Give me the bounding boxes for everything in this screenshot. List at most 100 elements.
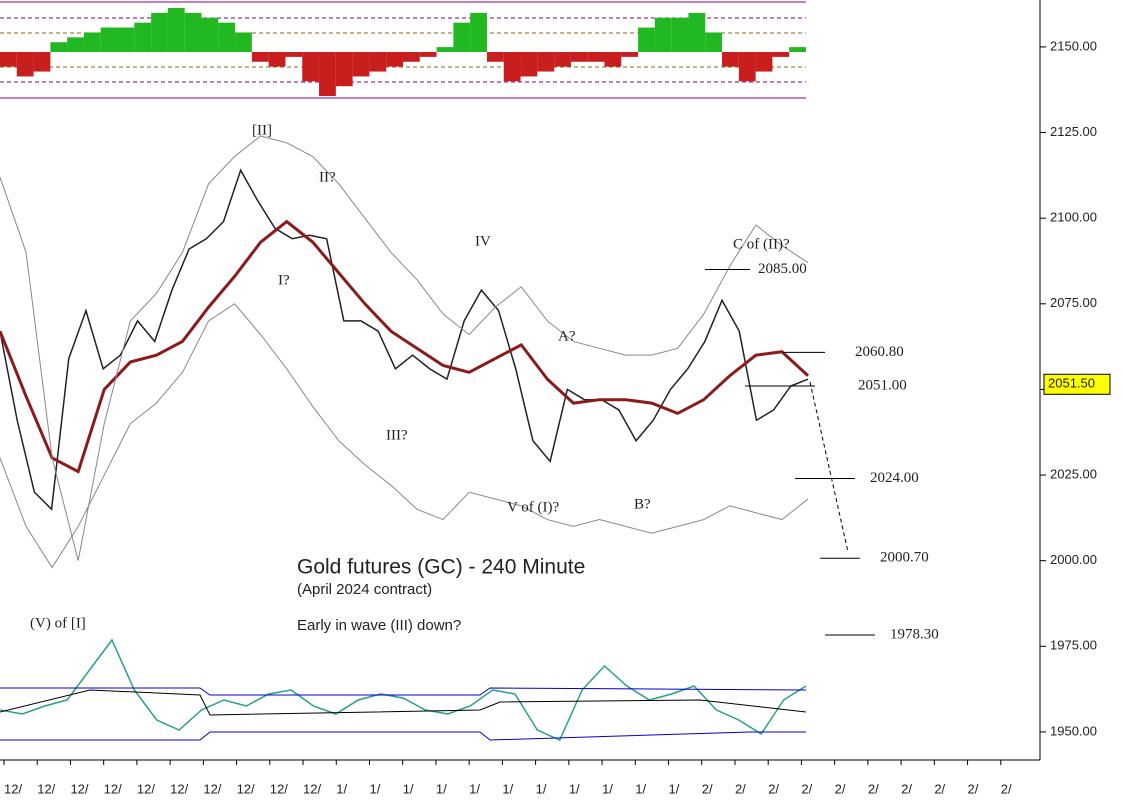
x-tick-label: 12/ [70, 781, 88, 796]
x-tick-label: 1/ [569, 781, 580, 796]
osc2-band [0, 731, 806, 741]
wave-label: A? [558, 328, 576, 344]
osc-bar [755, 52, 773, 72]
osc-bar [470, 12, 487, 52]
osc-bar [83, 32, 101, 52]
wave-label: [II] [252, 122, 272, 138]
x-tick-label: 1/ [602, 781, 613, 796]
osc-bar [335, 52, 353, 87]
x-tick-label: 1/ [403, 781, 414, 796]
osc-bar [503, 52, 521, 82]
osc-bar [369, 52, 387, 72]
osc-bar [638, 27, 655, 52]
x-tick-label: 12/ [4, 781, 22, 796]
osc-bar [16, 52, 34, 77]
osc-bar [671, 17, 689, 52]
osc-bar [520, 52, 538, 77]
x-tick-label: 1/ [635, 781, 646, 796]
x-tick-label: 2/ [801, 781, 812, 796]
subtitle: (April 2024 contract) [297, 581, 432, 598]
y-tick-label: 1950.00 [1050, 723, 1097, 738]
y-tick-label: 2025.00 [1050, 466, 1097, 481]
wave-label: II? [319, 169, 336, 185]
osc-bar [268, 52, 286, 67]
x-tick-label: 2/ [768, 781, 779, 796]
x-tick-label: 1/ [336, 781, 347, 796]
wave-label: I? [278, 272, 290, 288]
osc-bar [604, 52, 622, 67]
osc-bar [722, 52, 739, 67]
osc2-mid [0, 689, 807, 716]
x-tick-label: 12/ [37, 781, 55, 796]
wave-label: III? [386, 427, 408, 443]
osc-bar [251, 52, 269, 62]
osc-bar [201, 17, 219, 52]
x-tick-label: 12/ [104, 781, 122, 796]
x-tick-label: 1/ [502, 781, 513, 796]
osc-bar [789, 47, 806, 52]
x-tick-label: 12/ [170, 781, 188, 796]
osc-bar [570, 52, 588, 62]
osc-bar [285, 52, 303, 57]
osc-bar [319, 52, 336, 96]
x-tick-label: 1/ [469, 781, 480, 796]
wave-label: B? [634, 496, 651, 512]
x-tick-label: 12/ [203, 781, 221, 796]
osc-bar [134, 22, 152, 52]
x-tick-label: 1/ [369, 781, 380, 796]
wave-label: (V) of [I] [30, 615, 86, 631]
osc-bar [436, 47, 454, 52]
osc-bar [100, 27, 118, 52]
osc-bar [486, 52, 504, 62]
price-line [0, 168, 809, 511]
osc-bar [117, 27, 135, 52]
x-tick-label: 2/ [934, 781, 945, 796]
price-line [0, 303, 809, 569]
osc-bar [151, 12, 168, 52]
x-tick-label: 1/ [669, 781, 680, 796]
osc-bar [453, 22, 471, 52]
osc2-band [0, 687, 807, 696]
x-tick-label: 12/ [303, 781, 321, 796]
level-label: 2000.70 [880, 550, 929, 566]
x-tick-label: 1/ [436, 781, 447, 796]
y-tick-label: 2100.00 [1050, 210, 1097, 225]
y-tick-label: 2125.00 [1050, 124, 1097, 139]
osc-bar [218, 22, 236, 52]
osc-bar [302, 52, 320, 82]
osc-bar [554, 52, 571, 67]
osc-bar [167, 8, 185, 52]
osc-bar [184, 12, 202, 52]
y-tick-label: 2000.00 [1050, 552, 1097, 567]
osc-bar [419, 52, 437, 57]
osc2-line [0, 638, 807, 741]
x-tick-label: 2/ [968, 781, 979, 796]
x-tick-label: 2/ [735, 781, 746, 796]
osc-bar [587, 52, 605, 62]
x-tick-label: 2/ [702, 781, 713, 796]
x-tick-label: 2/ [868, 781, 879, 796]
y-tick-label: 2150.00 [1050, 38, 1097, 53]
osc-bar [67, 37, 84, 52]
level-label: 1978.30 [890, 626, 939, 642]
osc-bar [0, 52, 17, 67]
osc-bar [705, 32, 723, 52]
level-label: 2085.00 [758, 261, 807, 277]
osc-bar [688, 12, 706, 52]
osc-bar [235, 32, 252, 52]
level-label: 2024.00 [870, 470, 919, 486]
osc-bar [33, 52, 51, 72]
osc-bar [50, 42, 68, 52]
osc-bar [386, 52, 403, 67]
title: Gold futures (GC) - 240 Minute [297, 556, 585, 579]
wave-label: V of (I)? [507, 499, 560, 515]
y-tick-label: 1975.00 [1050, 638, 1097, 653]
x-tick-label: 1/ [536, 781, 547, 796]
x-tick-label: 2/ [1001, 781, 1012, 796]
x-tick-label: 12/ [237, 781, 255, 796]
osc-bar [537, 52, 555, 72]
osc-bar [772, 52, 790, 57]
y-tick-label: 2075.00 [1050, 295, 1097, 310]
